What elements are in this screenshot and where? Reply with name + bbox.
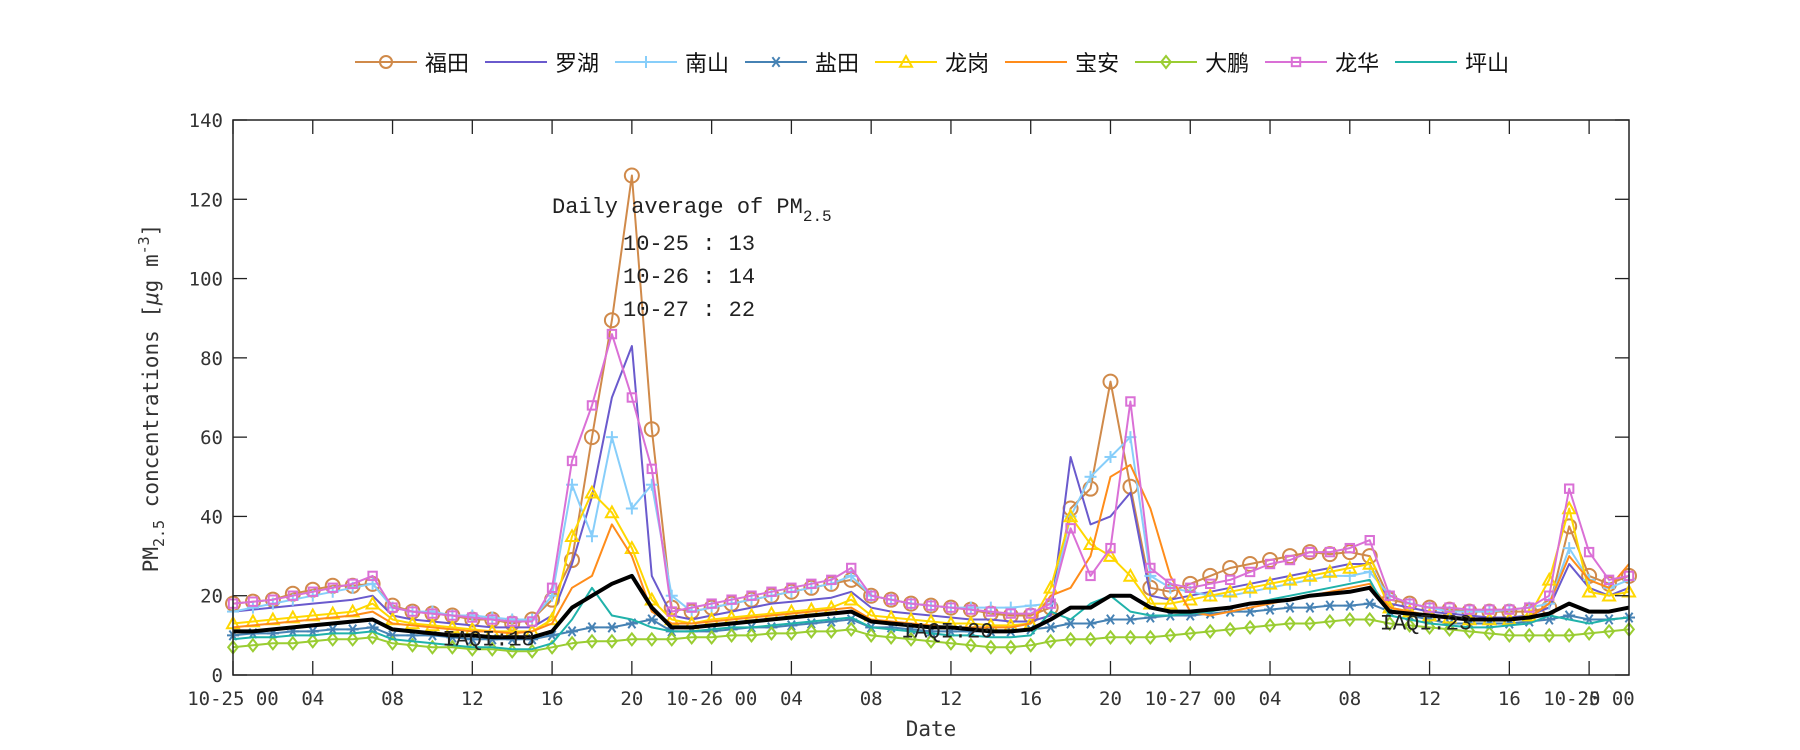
- legend-item: 宝安: [1005, 46, 1119, 78]
- x-tick-label: 04: [780, 688, 803, 710]
- x-tick-label: 12: [461, 688, 484, 710]
- x-tick-label: 10-26 00: [666, 688, 758, 710]
- legend-label: 南山: [685, 52, 730, 77]
- x-axis-label: Date: [906, 717, 957, 741]
- x-tick-label: 08: [381, 688, 404, 710]
- iaqi-label: IAQI:18: [442, 627, 534, 652]
- x-tick-label: 08: [1338, 688, 1361, 710]
- y-axis-label: PM2.5 concentrations [μg m-3]: [135, 224, 168, 573]
- legend-item: 盐田: [745, 46, 859, 78]
- series-average: [233, 573, 1630, 640]
- y-tick-label: 120: [189, 189, 223, 211]
- x-tick-label: 12: [939, 688, 962, 710]
- legend-label: 福田: [425, 52, 470, 77]
- legend-item: 福田: [355, 46, 469, 78]
- legend-item: 坪山: [1395, 46, 1509, 78]
- y-tick-label: 0: [212, 665, 223, 687]
- x-tick-label: 10-25 00: [187, 688, 279, 710]
- daily-average-line-2: 10-26 : 14: [623, 265, 755, 290]
- x-tick-label: 12: [1418, 688, 1441, 710]
- legend-item: 龙岗: [875, 46, 989, 78]
- x-tick-label: 16: [541, 688, 564, 710]
- legend-label: 龙岗: [945, 52, 990, 77]
- series-龙华: [227, 328, 1635, 627]
- legend-label: 坪山: [1465, 52, 1510, 77]
- y-tick-label: 100: [189, 269, 223, 291]
- legend-label: 盐田: [815, 52, 860, 77]
- x-tick-label: 20: [1578, 688, 1601, 710]
- series-lines: [225, 167, 1637, 659]
- daily-average-line-3: 10-27 : 22: [623, 298, 755, 323]
- x-tick-label: 04: [301, 688, 324, 710]
- legend-item: 大鹏: [1135, 46, 1249, 78]
- triangle-marker-icon: [875, 53, 938, 68]
- y-tick-label: 40: [200, 506, 223, 528]
- iaqi-label: IAQI:23: [1380, 611, 1472, 636]
- series-南山: [227, 431, 1635, 626]
- circle-marker-icon: [355, 55, 417, 69]
- daily-average-line-1: 10-25 : 13: [623, 232, 755, 257]
- daily-average-title: Daily average of PM2.5: [552, 195, 832, 226]
- x-tick-label: 20: [620, 688, 643, 710]
- series-福田: [225, 167, 1637, 632]
- x-tick-label: 16: [1498, 688, 1521, 710]
- line-marker-icon: [485, 61, 548, 63]
- square-marker-icon: [1265, 56, 1328, 68]
- plus-marker-icon: [615, 56, 678, 68]
- y-tick-label: 80: [200, 348, 223, 370]
- legend-label: 罗湖: [555, 52, 600, 77]
- chart-legend: 福田 罗湖 南山 盐田 龙岗 宝安 大鹏 龙华 坪山: [355, 46, 1525, 78]
- series-坪山: [232, 578, 1630, 651]
- series-大鹏: [226, 611, 1636, 659]
- x-tick-label: 16: [1019, 688, 1042, 710]
- line-marker-icon: [1395, 61, 1458, 63]
- x-tick-label: 20: [1099, 688, 1122, 710]
- iaqi-label: IAQI:20: [901, 619, 993, 644]
- annotations: Daily average of PM2.5 10-25 : 13 10-26 …: [442, 195, 1472, 652]
- series-罗湖: [232, 345, 1630, 629]
- plot-area-frame: [232, 119, 1630, 676]
- legend-item: 南山: [615, 46, 729, 78]
- legend-label: 宝安: [1075, 52, 1120, 77]
- x-axis: 10-25 00 04 08 12 16 20 10-26 00 04 08 12 16 20 10-2…: [187, 120, 1635, 710]
- legend-item: 龙华: [1265, 46, 1379, 78]
- diamond-marker-icon: [1135, 54, 1198, 70]
- legend-item: 罗湖: [485, 46, 599, 78]
- svg-text:PM2.5 concentrations [μg m-3]: PM2.5 concentrations [μg m-3]: [135, 224, 168, 573]
- y-tick-label: 20: [200, 586, 223, 608]
- y-axis: 0 20 40 60 80 100 120 140: [189, 110, 1629, 687]
- legend-label: 龙华: [1335, 52, 1380, 77]
- x-tick-label: 04: [1259, 688, 1282, 710]
- x-tick-label: 08: [860, 688, 883, 710]
- line-marker-icon: [1005, 61, 1068, 63]
- y-tick-label: 140: [189, 110, 223, 132]
- legend-label: 大鹏: [1205, 52, 1250, 77]
- x-tick-label: 10-27 00: [1144, 688, 1236, 710]
- asterisk-marker-icon: [745, 56, 808, 68]
- x-tick-label: 10-25 00: [1543, 688, 1635, 710]
- y-tick-label: 60: [200, 427, 223, 449]
